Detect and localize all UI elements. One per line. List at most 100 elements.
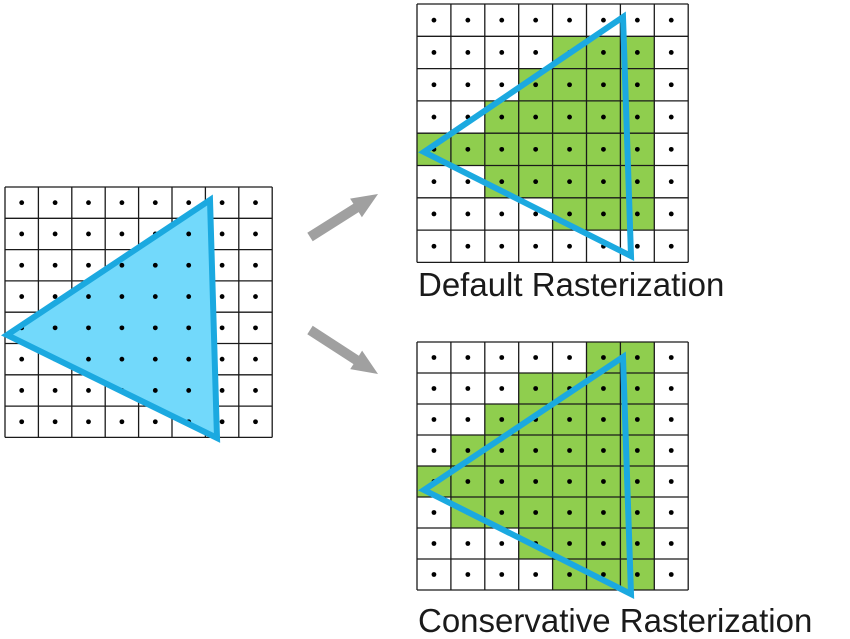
sample-dot bbox=[431, 179, 437, 185]
sample-dot bbox=[19, 200, 25, 206]
sample-dot bbox=[431, 355, 437, 360]
sample-dot bbox=[499, 146, 505, 152]
sample-dot bbox=[634, 355, 640, 360]
sample-dot bbox=[601, 479, 606, 484]
sample-dot bbox=[465, 211, 471, 217]
sample-dot bbox=[601, 17, 606, 23]
sample-dot bbox=[152, 356, 158, 362]
sample-dot bbox=[533, 243, 539, 249]
sample-dot bbox=[86, 356, 91, 362]
sample-dot bbox=[567, 82, 572, 88]
sample-dot bbox=[119, 262, 125, 268]
sample-dot bbox=[533, 510, 539, 515]
sample-dot bbox=[668, 417, 674, 422]
sample-dot bbox=[186, 294, 192, 299]
sample-dot bbox=[465, 448, 471, 453]
sample-dot bbox=[431, 82, 437, 88]
sample-dot bbox=[634, 386, 640, 391]
sample-dot bbox=[567, 448, 572, 453]
sample-dot bbox=[634, 510, 640, 515]
sample-dot bbox=[431, 211, 437, 217]
sample-dot bbox=[499, 179, 505, 185]
sample-dot bbox=[499, 417, 505, 422]
sample-dot bbox=[465, 386, 471, 391]
sample-dot bbox=[19, 356, 25, 362]
sample-dot bbox=[567, 17, 572, 23]
sample-dot bbox=[533, 355, 539, 360]
sample-dot bbox=[499, 510, 505, 515]
sample-dot bbox=[499, 82, 505, 88]
sample-dot bbox=[19, 262, 25, 268]
sample-dot bbox=[567, 541, 572, 546]
sample-dot bbox=[668, 17, 674, 23]
sample-dot bbox=[152, 294, 158, 299]
sample-dot bbox=[634, 479, 640, 484]
sample-dot bbox=[668, 386, 674, 391]
sample-dot bbox=[465, 572, 471, 577]
sample-dot bbox=[52, 325, 58, 331]
sample-dot bbox=[253, 231, 258, 237]
sample-dot bbox=[52, 200, 58, 206]
sample-dot bbox=[499, 114, 505, 120]
sample-dot bbox=[601, 448, 606, 453]
sample-dot bbox=[499, 211, 505, 217]
triangle-outline bbox=[0, 194, 221, 443]
sample-dot bbox=[19, 388, 25, 393]
sample-dot bbox=[668, 479, 674, 484]
sample-dot bbox=[52, 231, 58, 237]
sample-dot bbox=[601, 50, 606, 55]
sample-dot bbox=[253, 388, 258, 393]
sample-dot bbox=[219, 200, 225, 206]
sample-dot bbox=[253, 294, 258, 299]
sample-dot bbox=[152, 200, 158, 206]
sample-dot bbox=[668, 355, 674, 360]
sample-dot bbox=[567, 114, 572, 120]
sample-dot bbox=[634, 541, 640, 546]
sample-dot bbox=[668, 572, 674, 577]
sample-dot bbox=[668, 243, 674, 249]
arrows bbox=[307, 194, 378, 374]
sample-dot bbox=[499, 448, 505, 453]
sample-dot bbox=[567, 417, 572, 422]
sample-dot bbox=[668, 448, 674, 453]
sample-dot bbox=[186, 200, 192, 206]
sample-dot bbox=[533, 479, 539, 484]
sample-dot bbox=[634, 179, 640, 185]
sample-dot bbox=[119, 231, 125, 237]
sample-dot bbox=[86, 294, 91, 299]
conservative-rasterization-caption: Conservative Rasterization bbox=[418, 602, 813, 639]
sample-dot bbox=[634, 211, 640, 217]
sample-dot bbox=[86, 419, 91, 425]
sample-dot bbox=[253, 325, 258, 331]
sample-dot bbox=[186, 325, 192, 331]
sample-dot bbox=[499, 386, 505, 391]
sample-dot bbox=[601, 510, 606, 515]
sample-dot bbox=[253, 262, 258, 268]
sample-dot bbox=[119, 325, 125, 331]
sample-dot bbox=[119, 419, 125, 425]
sample-dot bbox=[601, 211, 606, 217]
sample-dot bbox=[186, 262, 192, 268]
sample-dot bbox=[499, 572, 505, 577]
sample-dot bbox=[601, 82, 606, 88]
sample-dot bbox=[431, 510, 437, 515]
sample-dot bbox=[119, 356, 125, 362]
triangle-outline bbox=[418, 351, 635, 599]
sample-dot bbox=[601, 114, 606, 120]
default-rasterization-caption: Default Rasterization bbox=[418, 266, 725, 303]
sample-dot bbox=[533, 114, 539, 120]
sample-dot bbox=[219, 419, 225, 425]
sample-dot bbox=[634, 417, 640, 422]
sample-dot bbox=[668, 114, 674, 120]
sample-dot bbox=[567, 179, 572, 185]
sample-dot bbox=[86, 325, 91, 331]
arrow-conservative bbox=[307, 325, 378, 374]
sample-dot bbox=[634, 146, 640, 152]
sample-dot bbox=[431, 448, 437, 453]
sample-dot bbox=[499, 243, 505, 249]
sample-dot bbox=[431, 386, 437, 391]
sample-dot bbox=[219, 262, 225, 268]
sample-dot bbox=[634, 114, 640, 120]
sample-dot bbox=[431, 243, 437, 249]
